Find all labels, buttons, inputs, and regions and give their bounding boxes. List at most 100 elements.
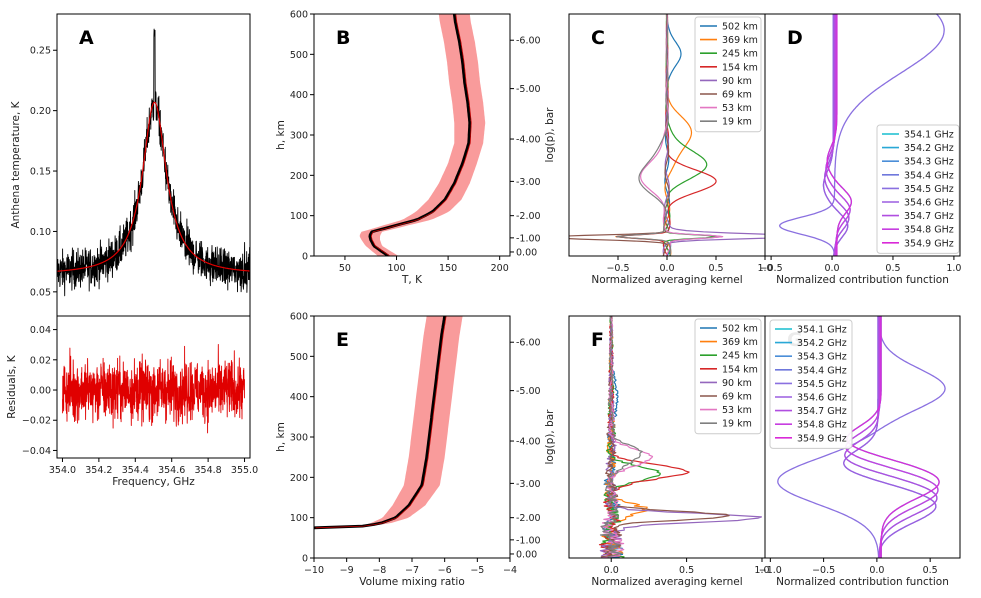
y-tick-label: 600 [290, 312, 308, 323]
panel-label: F [591, 329, 604, 351]
legend-entry: 354.3 GHz [797, 352, 847, 363]
panel-label: E [336, 329, 349, 351]
y-tick-label: −0.02 [22, 416, 51, 427]
legend-entry: 90 km [722, 378, 752, 389]
y-tick-label: −0.04 [22, 446, 51, 457]
a-priori-profile-line [370, 14, 472, 256]
y-tick-label: 300 [290, 433, 308, 444]
retrieved-profile-line [314, 316, 446, 530]
legend-box [769, 319, 853, 449]
legend-entry: 354.6 GHz [797, 393, 847, 404]
right-tick-label: 0.00 [516, 247, 537, 258]
x-tick-label: 354.6 [158, 465, 185, 476]
contribution-line-354-7-GHz [844, 316, 938, 558]
x-axis-label: Normalized contribution function [776, 576, 949, 588]
y-tick-label: 200 [290, 171, 308, 182]
kernel-plot-area [569, 14, 765, 256]
y-axis-label: h, km [275, 422, 287, 452]
legend-entry: 354.7 GHz [904, 211, 954, 222]
y-tick-label: 500 [290, 352, 308, 363]
panel-f: 0.0 0.5 1.0 Normalized averaging kernel F 502… [568, 315, 770, 588]
right-tick-label: -1.00 [516, 233, 541, 244]
y-tick-label: 0 [302, 554, 308, 565]
retrieved-profile-line [368, 14, 472, 256]
profile-plot-area [314, 316, 463, 530]
legend-entry: 53 km [722, 405, 752, 416]
x-tick-label: −0.5 [812, 565, 835, 576]
panel-label: B [336, 27, 350, 49]
legend-entry: 154 km [722, 62, 758, 73]
panel-label: C [591, 27, 605, 49]
x-tick-label: −0.5 [606, 263, 629, 274]
right-tick-label: -2.00 [516, 513, 541, 524]
contribution-line-354-5-GHz [777, 316, 946, 558]
contribution-line-354-9-GHz [846, 316, 940, 558]
contrib-plot-area [778, 14, 945, 256]
x-tick-label: −8 [372, 565, 386, 576]
right-tick-label: -3.00 [516, 177, 541, 188]
x-tick-label: 1.0 [757, 263, 772, 274]
y-tick-label: 100 [290, 513, 308, 524]
x-tick-label: −6 [438, 565, 452, 576]
x-tick-label: 0.5 [708, 263, 723, 274]
right-tick-label: -4.00 [516, 135, 541, 146]
legend-entry: 354.9 GHz [797, 433, 847, 444]
contribution-line-354-2-GHz [825, 14, 851, 256]
legend-entry: 354.2 GHz [797, 338, 847, 349]
x-tick-label: 354.4 [122, 465, 149, 476]
y-tick-label: 0.20 [30, 106, 51, 117]
right-axis-label: log(p), bar [544, 409, 556, 465]
legend-entry: 502 km [722, 324, 758, 335]
residuals-line [62, 343, 245, 434]
x-axis-label: T, K [401, 274, 423, 286]
y-tick-label: 500 [290, 50, 308, 61]
legend-entry: 245 km [722, 49, 758, 60]
legend-entry: 69 km [722, 392, 752, 403]
right-tick-label: -1.00 [516, 535, 541, 546]
panel-b: 0 100 200 300 400 500 600 50 100 150 200 0.00 -1.00 -… [275, 10, 556, 287]
x-tick-label: −4 [503, 565, 517, 576]
legend-entry: 369 km [722, 337, 758, 348]
right-axis-label: log(p), bar [544, 107, 556, 163]
legend-entry: 19 km [722, 117, 752, 128]
right-tick-label: 0.00 [516, 549, 537, 560]
right-tick-label: -3.00 [516, 479, 541, 490]
panel-label: D [787, 27, 803, 49]
y-tick-label: 0.04 [30, 325, 51, 336]
y-tick-label: 300 [290, 131, 308, 142]
legend-entry: 354.5 GHz [797, 379, 847, 390]
y-tick-label: 600 [290, 10, 308, 21]
y-tick-label: 100 [290, 211, 308, 222]
x-tick-label: 0.0 [659, 263, 674, 274]
x-tick-label: 0.0 [869, 565, 884, 576]
x-tick-label: −9 [340, 565, 354, 576]
y-tick-label: 0.05 [30, 287, 51, 298]
x-tick-label: 150 [439, 263, 457, 274]
contribution-line-354-8-GHz [825, 14, 851, 256]
panel-a-residuals: −0.04 −0.02 0.00 0.02 0.04 354.0 354.2 354.4 354… [6, 315, 258, 488]
x-tick-label: −5 [470, 565, 484, 576]
right-tick-label: -2.00 [516, 211, 541, 222]
kernel-line-19-km [616, 14, 672, 256]
legend-box [876, 124, 960, 254]
x-tick-label: 0.5 [885, 263, 900, 274]
x-tick-label: 200 [491, 263, 509, 274]
right-tick-label: -5.00 [516, 84, 541, 95]
legend-entry: 354.4 GHz [797, 365, 847, 376]
legend-entry: 69 km [722, 90, 752, 101]
legend-entry: 354.4 GHz [904, 170, 954, 181]
legend-entry: 354.1 GHz [797, 325, 847, 336]
legend-entry: 245 km [722, 351, 758, 362]
x-tick-label: 0.0 [604, 565, 619, 576]
right-tick-label: -6.00 [516, 338, 541, 349]
y-tick-label: 400 [290, 392, 308, 403]
contribution-line-354-9-GHz [826, 14, 853, 256]
y-tick-label: 0.15 [30, 167, 51, 178]
x-axis-label: Normalized averaging kernel [591, 576, 742, 588]
y-tick-label: 0.00 [30, 386, 51, 397]
x-tick-label: 1.0 [946, 263, 961, 274]
legend-entry: 154 km [722, 364, 758, 375]
contribution-line-354-8-GHz [845, 316, 939, 558]
legend-entry: 90 km [722, 76, 752, 87]
